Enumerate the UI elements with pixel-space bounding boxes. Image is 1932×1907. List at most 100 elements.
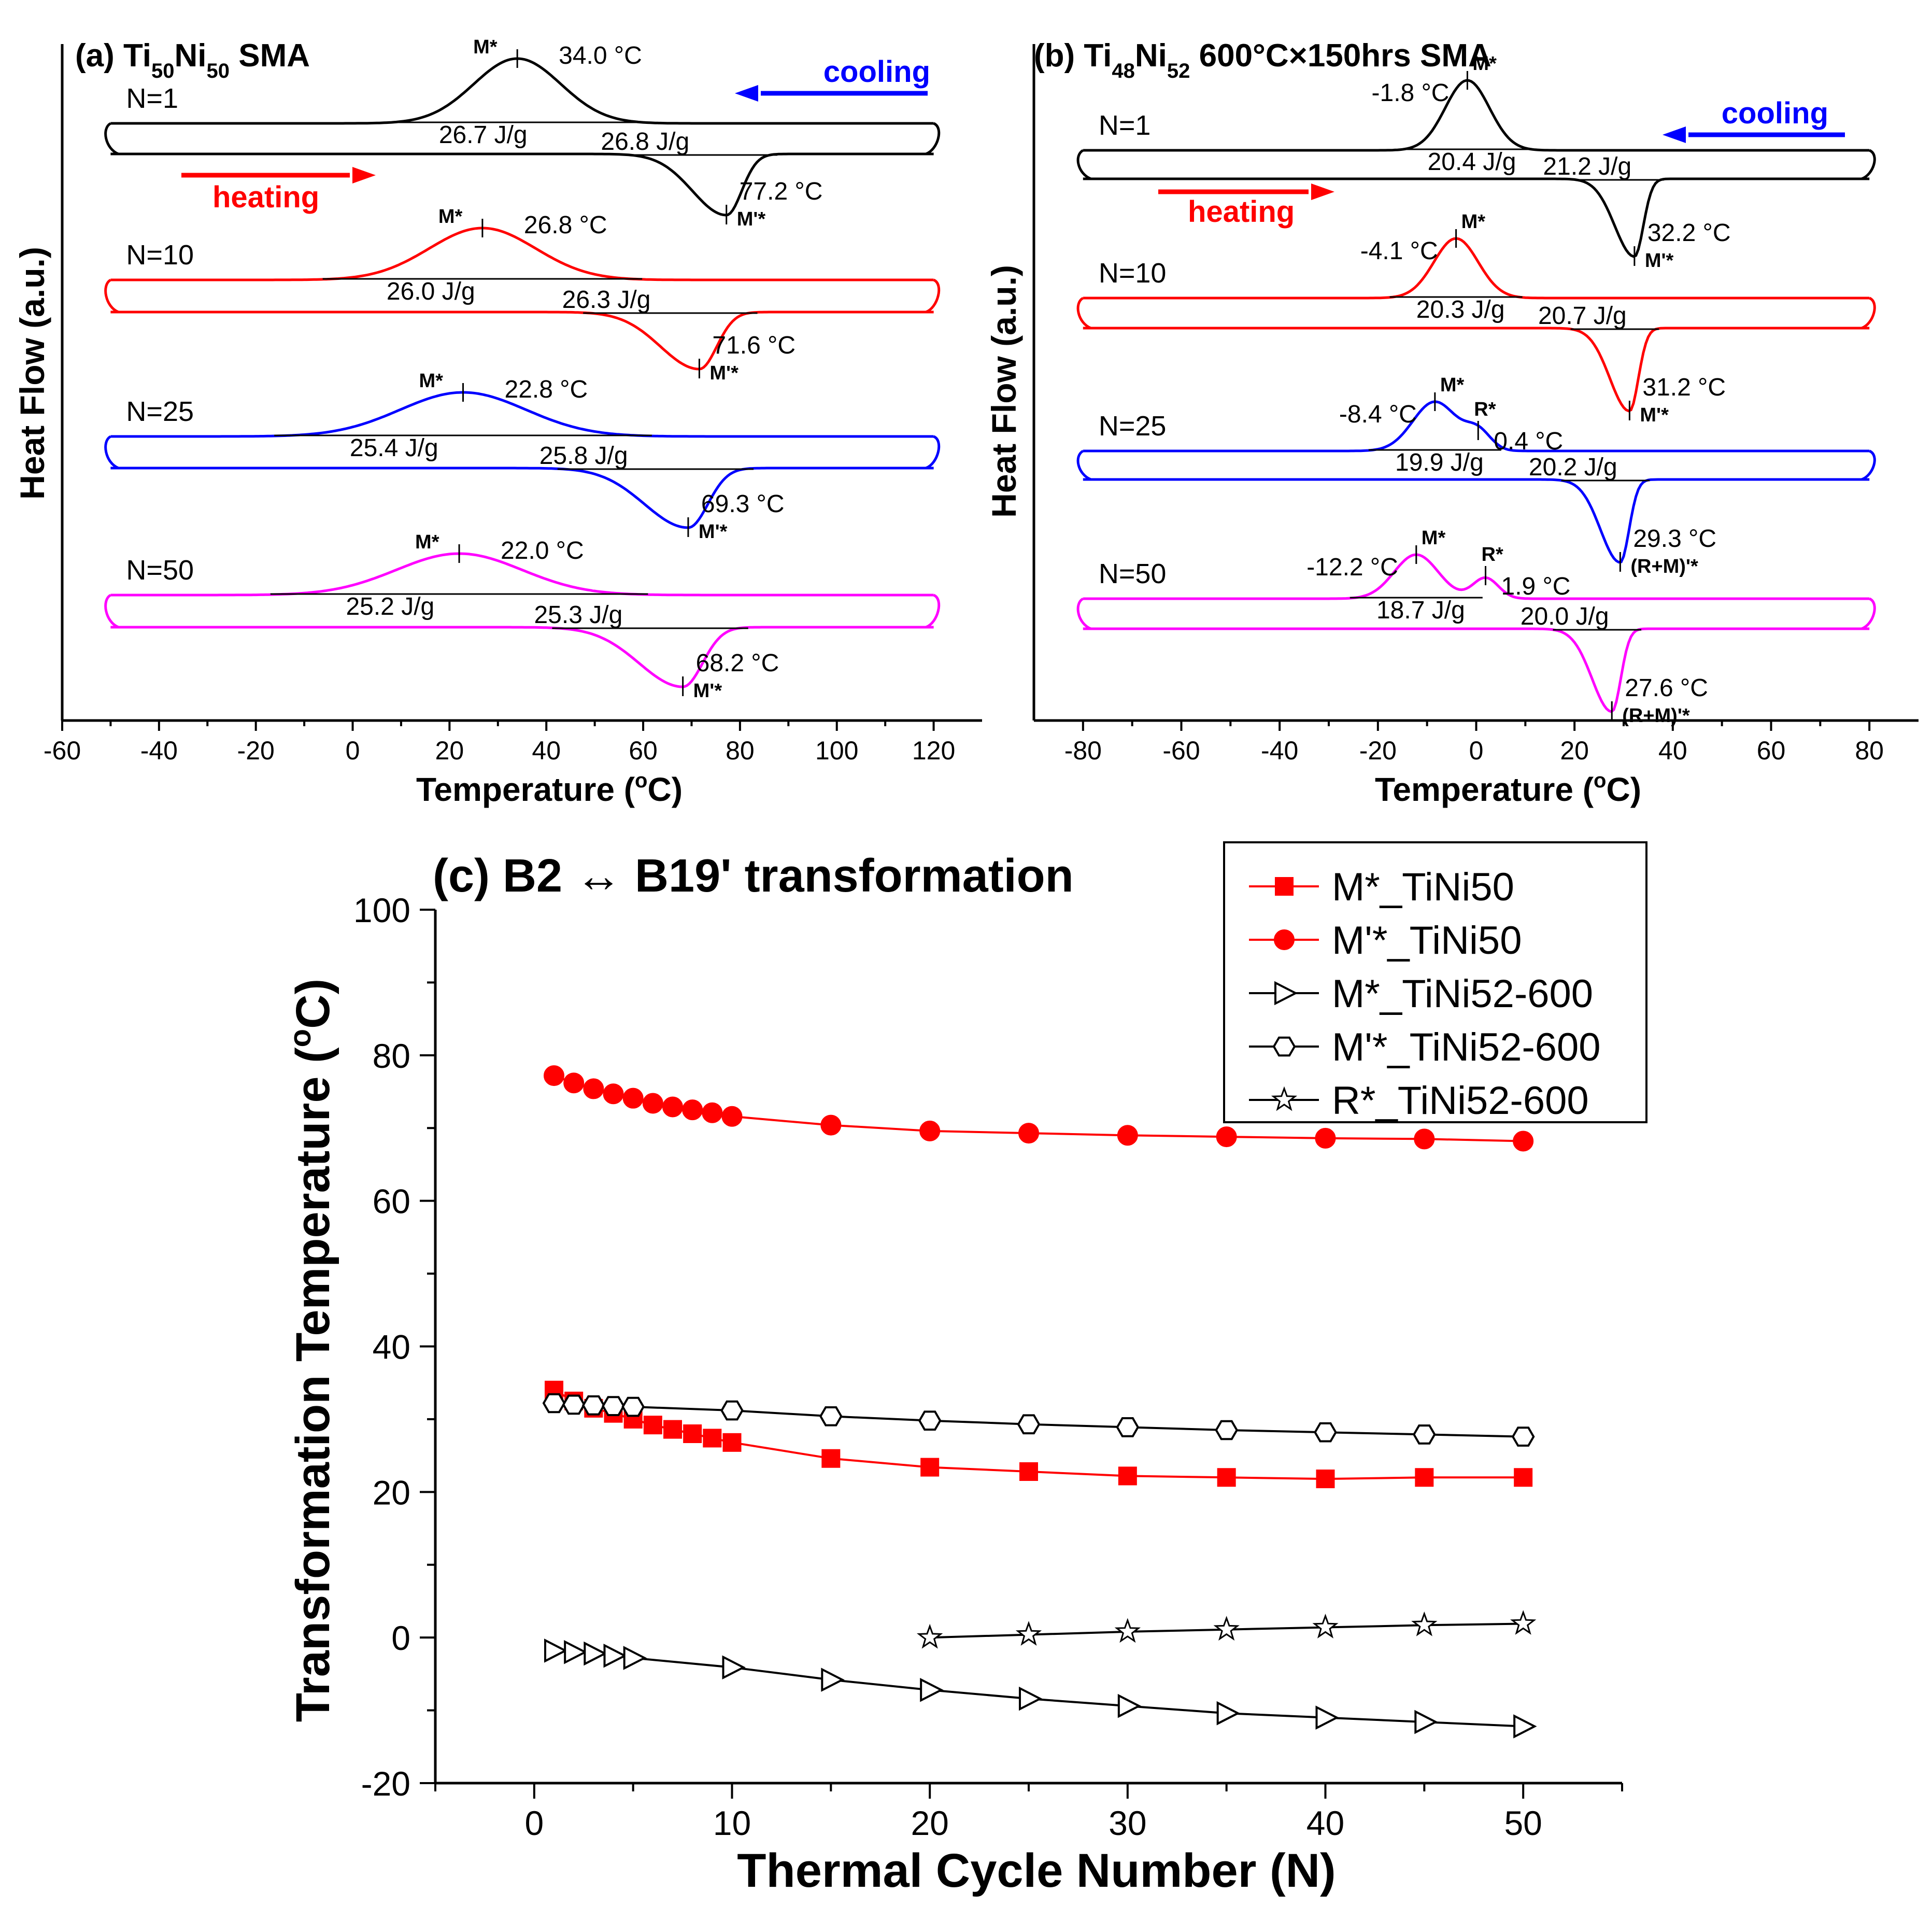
panel-b: (b) Ti48Ni52 600°C×150hrs SMA cooling he… [985, 38, 1919, 808]
panel-c-data-point [720, 1400, 744, 1421]
panel-c-data-point [820, 1114, 842, 1136]
panel-b-heating-curve [1083, 627, 1870, 713]
panel-c-data-point [544, 1638, 568, 1663]
panel-b-xtick-label: 60 [1757, 736, 1786, 765]
panel-a-curve-label: N=10 [126, 239, 194, 271]
panel-a-xtick-label: 60 [629, 736, 658, 765]
panel-c-data-point [1213, 1616, 1240, 1641]
panel-c-data-point [920, 1677, 944, 1702]
panel-a-loop-left [104, 122, 119, 156]
panel-c-legend-marker [1271, 1086, 1298, 1111]
panel-b-curve-label: N=50 [1099, 558, 1167, 589]
panel-a-heating-curve [110, 310, 934, 371]
panel-c-data-point [918, 1410, 942, 1431]
panel-b-curve-1: N=10 -4.1 °C M* 20.3 J/g 20.7 J/g 31.2 °C M'* [1076, 211, 1876, 426]
panel-c-data-point [581, 1395, 605, 1416]
panel-c-data-point [584, 1641, 607, 1666]
panel-c-data-point [542, 1393, 566, 1414]
panel-a-cooling-curve [110, 227, 934, 281]
panel-c-data-point [1414, 1710, 1438, 1734]
panel-c-data-point [1114, 1618, 1141, 1643]
panel-c-data-point [602, 1396, 625, 1416]
panel-a-heating-curve [110, 152, 934, 217]
panel-a-xtick-label: -20 [237, 736, 275, 765]
panel-b-curve-2: N=25 -8.4 °C M* 19.9 J/g 20.2 J/g 29.3 °C (R+M… [1076, 374, 1876, 577]
panel-b-xtick-label: -60 [1162, 736, 1200, 765]
panel-b-heat-marker: (R+M)'* [1630, 556, 1698, 577]
panel-c-data-point [544, 1065, 564, 1086]
panel-c-legend-box [1223, 841, 1647, 1123]
panel-c-legend: M*_TiNi50 M'*_TiNi50 M*_TiNi52-600 M'*_TiNi… [1223, 841, 1647, 1123]
panel-c-data-point [1019, 1686, 1043, 1711]
panel-c-ytick-label: 60 [373, 1182, 410, 1221]
panel-b-r-peak-temp: 1.9 °C [1501, 573, 1571, 600]
panel-b-cool-marker: M* [1440, 374, 1465, 396]
panel-c-xtick-label: 30 [1109, 1804, 1146, 1842]
panel-a-curve-label: N=1 [126, 83, 178, 114]
panel-b-loop-right [1861, 149, 1876, 180]
panel-c-data-point [920, 1458, 940, 1477]
panel-c-legend-marker [1274, 981, 1298, 1006]
panel-b-xtick-label: 80 [1855, 736, 1884, 765]
panel-c-data-point [643, 1416, 662, 1435]
panel-c: (c) B2 ↔ B19' transformation Thermal Cyc… [283, 841, 1647, 1897]
panel-a-xtick-label: -40 [140, 736, 178, 765]
panel-a-cool-peak-temp: 22.8 °C [505, 376, 588, 403]
panel-c-data-point [919, 1120, 941, 1141]
panel-b-cool-enthalpy: 20.4 J/g [1428, 148, 1516, 176]
panel-b-cooling-label: cooling [1722, 96, 1828, 130]
panel-a-curve-1: N=10 26.8 °C M* 26.0 J/g 26.3 J/g 71.6 °C M'* [104, 206, 941, 384]
panel-c-data-point [562, 1394, 586, 1415]
panel-c-data-point [703, 1429, 722, 1448]
panel-c-data-point [583, 1078, 604, 1099]
panel-c-xtick-label: 40 [1306, 1804, 1344, 1842]
panel-a-cool-marker: M* [438, 206, 463, 228]
panel-c-data-point [721, 1106, 743, 1127]
panel-a-cooling-curve [110, 57, 934, 125]
panel-c-data-point [821, 1668, 845, 1692]
panel-b-cool-enthalpy: 19.9 J/g [1395, 449, 1484, 476]
panel-b-curve-label: N=10 [1099, 258, 1167, 289]
panel-a-heat-enthalpy: 26.3 J/g [562, 286, 651, 314]
panel-a-cool-marker: M* [415, 531, 439, 553]
panel-c-data-point [1117, 1125, 1138, 1146]
panel-c-data-point [564, 1640, 588, 1664]
panel-b-cool-marker: M* [1461, 211, 1486, 233]
panel-a-heat-enthalpy: 25.3 J/g [534, 601, 622, 629]
panel-b-heat-peak-temp: 29.3 °C [1633, 525, 1716, 553]
panel-b-xtick-label: 20 [1560, 736, 1589, 765]
panel-b-loop-left [1076, 597, 1091, 630]
panel-c-data-point [642, 1093, 663, 1114]
panel-c-series-1 [544, 1065, 1534, 1152]
panel-c-data-point [1215, 1420, 1239, 1440]
panel-c-data-point [1018, 1123, 1039, 1144]
panel-b-cooling-curve [1083, 400, 1870, 453]
panel-b-heating-curve [1083, 177, 1870, 258]
panel-c-data-point [623, 1646, 647, 1670]
panel-a-loop-left [104, 594, 119, 629]
panel-a-cool-enthalpy: 25.2 J/g [346, 593, 434, 620]
panel-c-xtick-label: 50 [1504, 1804, 1542, 1842]
panel-c-data-point [702, 1102, 723, 1123]
panel-a-xtick-label: 100 [815, 736, 858, 765]
panel-c-data-point [722, 1433, 742, 1452]
panel-b-curve-label: N=1 [1099, 110, 1151, 141]
panel-a-xtick-label: 40 [532, 736, 561, 765]
panel-b-title: (b) Ti48Ni52 600°C×150hrs SMA [1034, 38, 1491, 82]
panel-a-heat-enthalpy: 25.8 J/g [539, 442, 628, 470]
panel-c-data-point [563, 1072, 585, 1094]
panel-b-cool-peak-temp: -1.8 °C [1372, 79, 1450, 107]
panel-b-loop-left [1076, 449, 1091, 481]
panel-c-data-point [821, 1449, 841, 1468]
panel-a-loop-right [925, 278, 941, 314]
panel-a-loop-left [104, 435, 119, 470]
panel-a-curve-2: N=25 22.8 °C M* 25.4 J/g 25.8 J/g 69.3 °C M'* [104, 370, 941, 543]
panel-b-cool-enthalpy: 20.3 J/g [1416, 296, 1505, 323]
panel-b-xtick-label: -40 [1261, 736, 1298, 765]
panel-b-heat-enthalpy: 20.0 J/g [1521, 603, 1609, 630]
panel-a-heat-enthalpy: 26.8 J/g [601, 128, 689, 156]
panel-c-data-point [1514, 1468, 1533, 1487]
panel-c-xtick-label: 10 [713, 1804, 751, 1842]
panel-c-data-point [1412, 1424, 1436, 1445]
